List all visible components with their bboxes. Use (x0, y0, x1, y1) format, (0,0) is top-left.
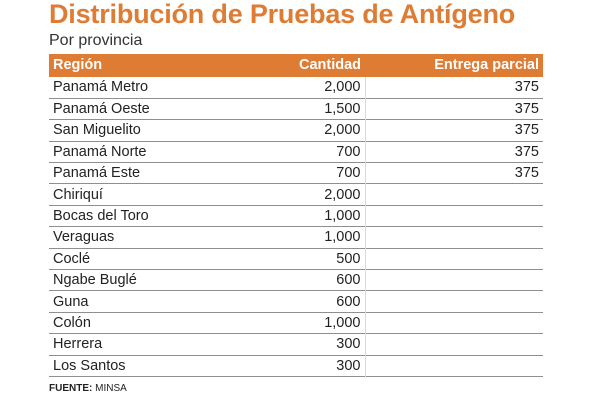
table-header-row: Región Cantidad Entrega parcial (49, 54, 543, 77)
region-cell: Los Santos (53, 357, 126, 374)
quantity-cell: 300 (236, 355, 366, 377)
region-cell: Coclé (53, 250, 91, 267)
table-row: Panamá Oeste 1,500 375 (49, 98, 543, 120)
table-row: Panamá Este 700 375 (49, 162, 543, 184)
partial-cell: 375 (514, 143, 539, 160)
source-note: FUENTE: MINSA (49, 383, 127, 395)
quantity-cell: 300 (236, 333, 366, 356)
quantity-cell: 1,500 (236, 98, 366, 120)
table-row: Panamá Norte 700 375 (49, 141, 543, 163)
table-row: Bocas del Toro 1,000 (49, 205, 543, 227)
region-cell: Bocas del Toro (53, 208, 149, 225)
source-label: FUENTE: (49, 383, 93, 394)
partial-cell (365, 248, 543, 269)
table-row: Ngabe Buglé 600 (49, 269, 543, 291)
table-row: Coclé 500 (49, 248, 543, 270)
partial-cell (365, 334, 543, 355)
table-row: Chiriquí 2,000 (49, 183, 543, 206)
column-header-region: Región (53, 57, 103, 73)
page-subtitle: Por provincia (49, 32, 143, 49)
region-cell: Panamá Metro (53, 79, 149, 96)
column-header-partial: Entrega parcial (434, 57, 539, 73)
table-row: Los Santos 300 (49, 355, 543, 377)
quantity-cell: 1,000 (236, 312, 366, 334)
region-cell: Veraguas (53, 229, 115, 246)
quantity-cell: 1,000 (236, 226, 366, 249)
partial-cell (365, 205, 543, 226)
region-cell: Panamá Oeste (53, 101, 150, 118)
quantity-cell: 1,000 (236, 205, 366, 227)
table-row: Guna 600 (49, 290, 543, 313)
page-title: Distribución de Pruebas de Antígeno (49, 0, 516, 29)
distribution-table: Región Cantidad Entrega parcial Panamá M… (49, 54, 543, 377)
quantity-cell: 2,000 (236, 183, 366, 206)
region-cell: Guna (53, 293, 89, 310)
partial-cell (365, 291, 543, 312)
partial-cell (365, 270, 543, 291)
table-row: Herrera 300 (49, 333, 543, 356)
region-cell: Chiriquí (53, 186, 103, 203)
partial-cell: 375 (514, 165, 539, 182)
quantity-cell: 600 (236, 269, 366, 291)
region-cell: San Miguelito (53, 122, 141, 139)
quantity-cell: 600 (236, 290, 366, 313)
partial-cell (365, 227, 543, 248)
partial-cell (365, 355, 543, 376)
partial-cell (365, 184, 543, 205)
table-row: Colón 1,000 (49, 312, 543, 334)
table-row: Veraguas 1,000 (49, 226, 543, 249)
region-cell: Panamá Norte (53, 143, 147, 160)
table-row: San Miguelito 2,000 375 (49, 119, 543, 142)
source-value: MINSA (95, 383, 127, 394)
partial-cell (365, 312, 543, 333)
region-cell: Colón (53, 314, 91, 331)
region-cell: Herrera (53, 336, 103, 353)
column-header-quantity: Cantidad (298, 57, 361, 73)
quantity-cell: 2,000 (236, 119, 366, 142)
partial-cell: 375 (514, 122, 539, 139)
partial-cell: 375 (514, 101, 539, 118)
table-body: Panamá Metro 2,000 375 Panamá Oeste 1,500 375… (49, 77, 543, 377)
region-cell: Ngabe Buglé (53, 272, 137, 289)
table-row: Panamá Metro 2,000 375 (49, 77, 543, 99)
region-cell: Panamá Este (53, 165, 141, 182)
quantity-cell: 700 (236, 162, 366, 184)
quantity-cell: 500 (236, 248, 366, 270)
quantity-cell: 2,000 (236, 77, 366, 99)
partial-cell: 375 (514, 79, 539, 96)
quantity-cell: 700 (236, 141, 366, 163)
